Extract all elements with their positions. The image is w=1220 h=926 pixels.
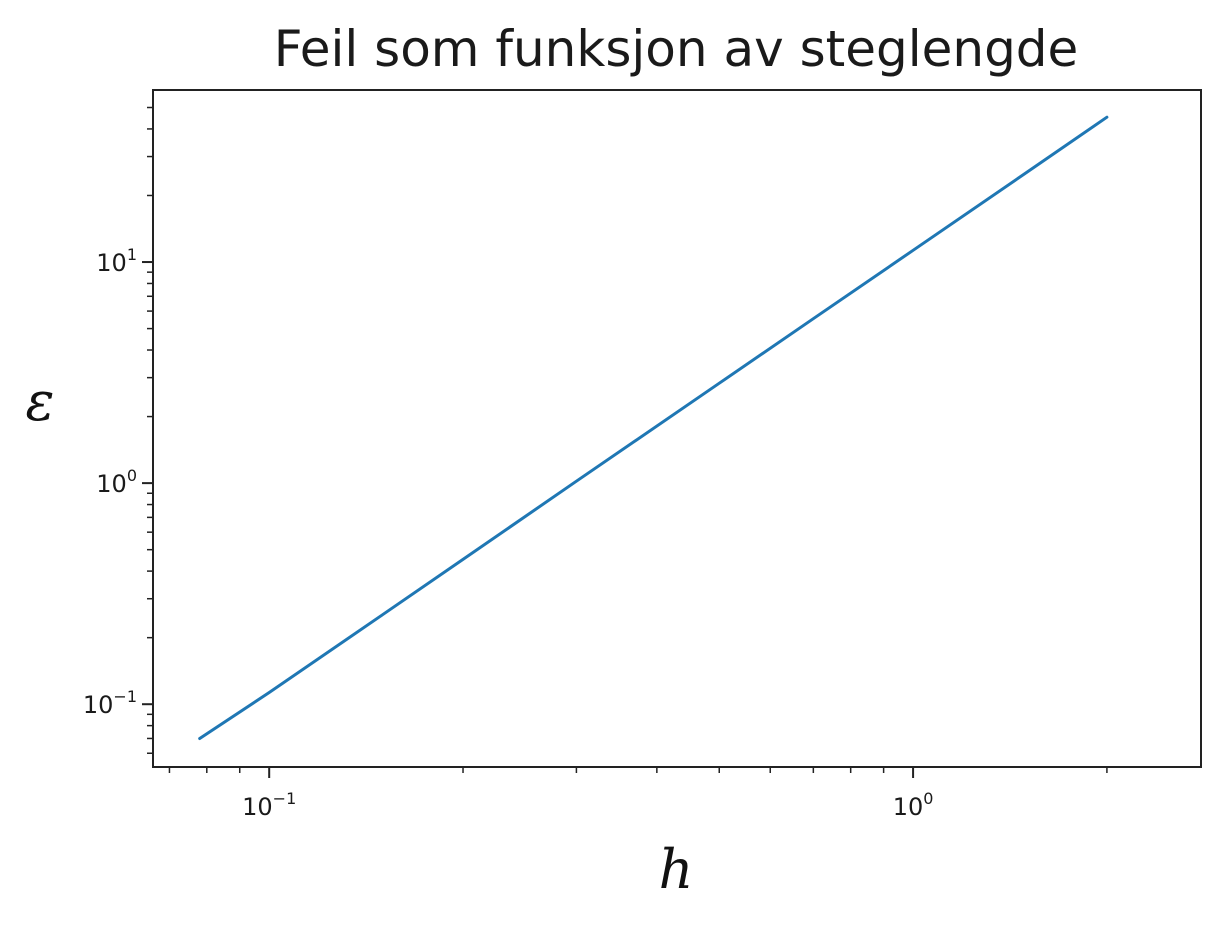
x-axis-label: h (659, 838, 694, 901)
minor-ticks (147, 106, 1108, 773)
major-ticks (142, 261, 915, 778)
y-tick-label: 100 (96, 466, 137, 498)
x-tick-label: 100 (893, 789, 934, 821)
y-axis-label: ε (26, 370, 55, 433)
y-tick-label: 10−1 (83, 687, 137, 719)
y-tick-label: 101 (96, 245, 137, 277)
chart-title: Feil som funksjon av steglengde (274, 20, 1079, 78)
series-line (198, 115, 1109, 740)
tick-labels: 10−1 100 10−1 100 101 (83, 245, 934, 821)
x-tick-label: 10−1 (242, 789, 296, 821)
